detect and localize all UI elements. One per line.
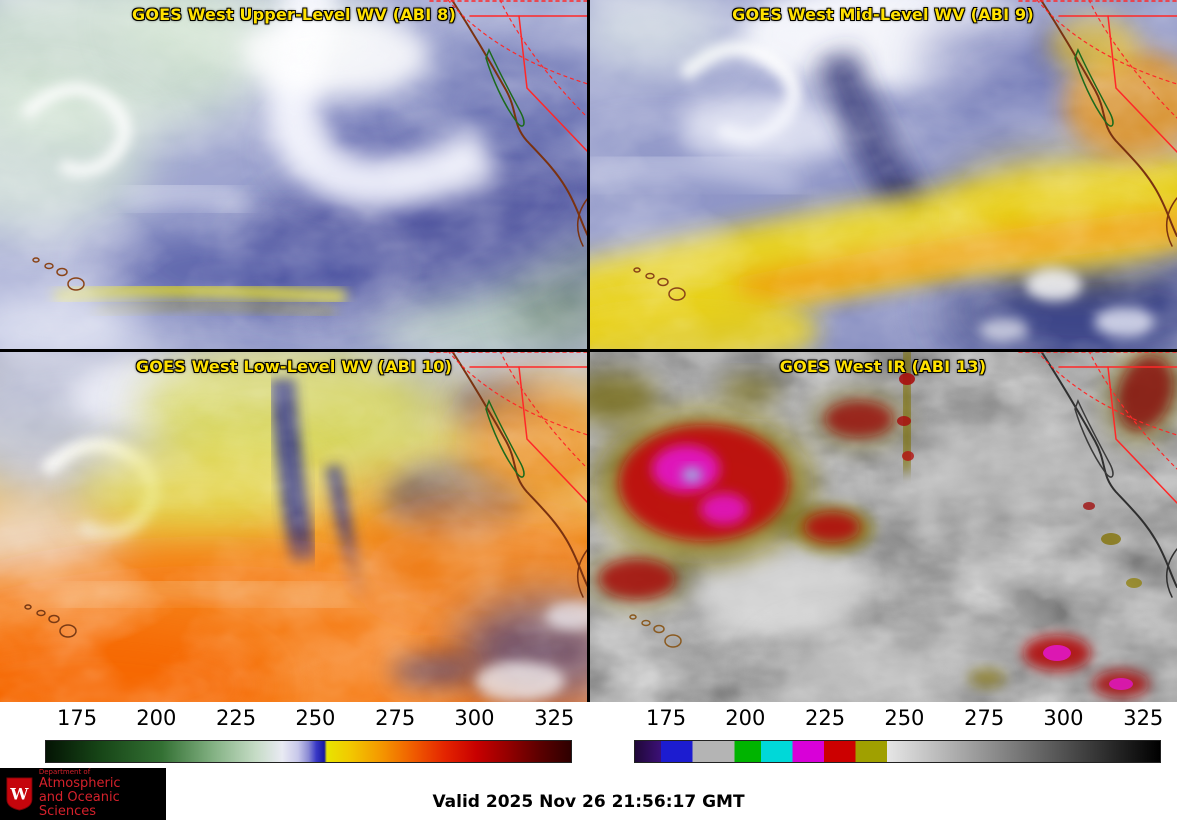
- panel-divider-horizontal: [0, 349, 1177, 352]
- colorbar-tick: 200: [136, 706, 177, 730]
- hawaii-islands: [24, 604, 77, 638]
- aos-department-logo: W Department of Atmospheric and Oceanic …: [0, 768, 166, 820]
- wv-colorbar-ticks: 175 200 225 250 275 300 325: [45, 706, 574, 734]
- colorbar-tick: 325: [1123, 706, 1164, 730]
- panel-abi9-image: [589, 0, 1177, 351]
- map-overlay: [429, 0, 588, 247]
- colorbar-strip: 175 200 225 250 275 300 325 175 200 225 …: [0, 702, 1177, 768]
- colorbar-tick: 275: [375, 706, 416, 730]
- valid-time: Valid 2025 Nov 26 21:56:17 GMT: [432, 792, 745, 812]
- colorbar-tick: 200: [725, 706, 766, 730]
- panel-abi8-image: [0, 0, 588, 351]
- crest-monogram: W: [9, 784, 29, 803]
- uw-crest-icon: W: [6, 777, 33, 811]
- panel-title-mid-wv: GOES West Mid-Level WV (ABI 9): [732, 5, 1034, 24]
- map-overlay: [1018, 0, 1177, 247]
- colorbar-tick: 250: [884, 706, 925, 730]
- colorbar-tick: 250: [295, 706, 336, 730]
- wv-colorbar: [45, 740, 572, 763]
- hawaii-islands: [629, 614, 682, 648]
- panel-abi13-image: [589, 351, 1177, 702]
- satellite-quad-image: [0, 0, 1177, 702]
- colorbar-tick: 225: [216, 706, 257, 730]
- panel-title-low-wv: GOES West Low-Level WV (ABI 10): [135, 357, 453, 376]
- colorbar-tick: 300: [454, 706, 495, 730]
- colorbar-tick: 325: [534, 706, 575, 730]
- wv-colorbar-block: 175 200 225 250 275 300 325: [0, 702, 588, 768]
- hawaii-islands: [32, 257, 85, 291]
- hawaii-islands: [633, 267, 686, 301]
- panel-title-upper-wv: GOES West Upper-Level WV (ABI 8): [132, 5, 456, 24]
- colorbar-tick: 300: [1043, 706, 1084, 730]
- panel-title-ir: GOES West IR (ABI 13): [779, 357, 987, 376]
- logo-line-2: and Oceanic Sciences: [38, 789, 120, 819]
- colorbar-tick: 175: [645, 706, 687, 730]
- logo-line-1: Atmospheric: [38, 775, 121, 791]
- ir-colorbar-block: 175 200 225 250 275 300 325: [589, 702, 1177, 768]
- satellite-panels: GOES West Upper-Level WV (ABI 8) GOES We…: [0, 0, 1177, 702]
- map-overlay: [1018, 351, 1177, 598]
- ir-colorbar: [634, 740, 1161, 763]
- footer: W Department of Atmospheric and Oceanic …: [0, 768, 1177, 820]
- logo-text: Department of Atmospheric and Oceanic Sc…: [39, 769, 166, 819]
- colorbar-tick: 275: [964, 706, 1005, 730]
- panel-abi10-image: [0, 351, 588, 702]
- ir-colorbar-ticks: 175 200 225 250 275 300 325: [634, 706, 1163, 734]
- logo-dept-line: Department of: [38, 768, 91, 777]
- colorbar-tick: 225: [805, 706, 846, 730]
- colorbar-tick: 175: [56, 706, 98, 730]
